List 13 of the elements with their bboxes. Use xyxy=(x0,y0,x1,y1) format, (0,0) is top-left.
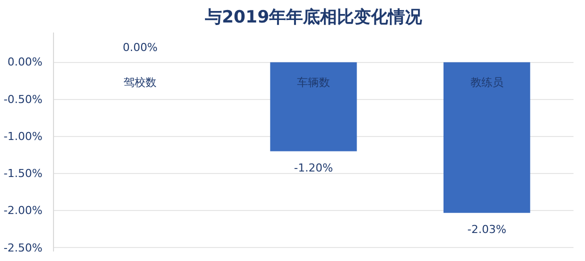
data-label: 0.00% xyxy=(122,41,158,54)
y-tick-label: -1.50% xyxy=(4,167,43,180)
y-tick-label: -1.00% xyxy=(4,130,43,143)
data-label: -2.03% xyxy=(467,222,506,236)
chart-title: 与2019年年底相比变化情况 xyxy=(204,8,424,28)
y-tick-label: -2.00% xyxy=(4,204,43,218)
x-tick-label: 车辆数 xyxy=(297,76,330,90)
x-tick-label: 驾校数 xyxy=(124,76,157,90)
y-tick-label: -0.50% xyxy=(4,92,43,106)
y-tick-label: -2.50% xyxy=(4,241,43,254)
x-tick-label: 教练员 xyxy=(470,76,504,90)
y-tick-label: 0.00% xyxy=(8,56,43,69)
data-label: -1.20% xyxy=(294,161,333,174)
